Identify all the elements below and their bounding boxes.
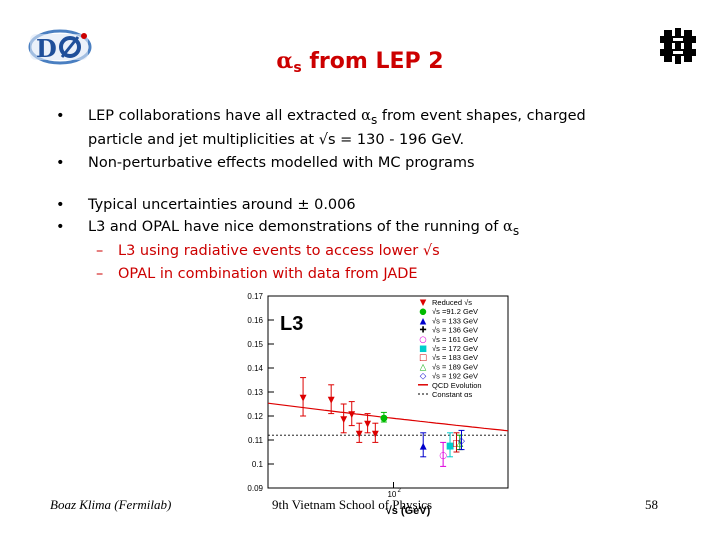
qcd-evolution-curve xyxy=(267,402,509,432)
x-axis-label: √s (GeV) xyxy=(386,505,431,517)
legend-marker-icon: △ xyxy=(420,362,427,372)
bullet-item: • L3 and OPAL have nice demonstrations o… xyxy=(56,219,520,238)
data-point: □ xyxy=(452,439,461,449)
y-tick-label: 0.13 xyxy=(247,388,263,397)
legend-marker-icon: ✚ xyxy=(419,326,426,336)
y-tick-label: 0.15 xyxy=(247,340,263,349)
legend-label: √s = 192 GeV xyxy=(432,372,478,381)
title-text: from LEP 2 xyxy=(301,49,444,74)
bullet-item: • LEP collaborations have all extracted … xyxy=(56,108,586,148)
y-tick-label: 0.12 xyxy=(247,412,263,421)
legend-label: QCD Evolution xyxy=(432,381,482,390)
bullet-dot-icon: • xyxy=(56,219,65,235)
y-tick-label: 0.14 xyxy=(247,364,263,373)
data-point: ○ xyxy=(439,451,447,461)
y-tick-label: 0.1 xyxy=(252,460,264,469)
title-subscript: s xyxy=(293,60,302,76)
y-tick-label: 0.11 xyxy=(248,436,264,445)
y-tick-label: 0.17 xyxy=(247,292,263,301)
bullet-list-1: • LEP collaborations have all extracted … xyxy=(56,106,676,173)
plot-frame xyxy=(267,295,509,489)
x-tick-exponent: 2 xyxy=(397,488,401,494)
footer-event: 9th Vietnam School of Physics xyxy=(272,497,433,512)
bullet-item: • Non-perturbative effects modelled with… xyxy=(56,154,475,171)
legend-label: √s = 161 GeV xyxy=(432,335,478,344)
legend-label: √s =91.2 GeV xyxy=(432,307,478,316)
legend-label: Constant αs xyxy=(432,390,472,399)
legend-marker-icon: ■ xyxy=(419,344,427,354)
legend-label: √s = 133 GeV xyxy=(432,316,478,325)
data-point: ▼ xyxy=(300,393,307,403)
legend-label: √s = 136 GeV xyxy=(432,326,478,335)
bullet-dot-icon: • xyxy=(56,154,65,171)
y-tick-label: 0.09 xyxy=(247,484,263,493)
chart-title: L3 xyxy=(280,313,303,335)
bullet-item: • Typical uncertainties around ± 0.006 xyxy=(56,197,356,213)
legend-marker-icon: ▲ xyxy=(420,316,427,326)
data-point: ▼ xyxy=(356,429,363,439)
legend-label: √s = 189 GeV xyxy=(432,362,478,371)
data-point: ▲ xyxy=(420,441,427,451)
legend-marker-icon: ◇ xyxy=(420,372,427,382)
sub-bullet-item: – OPAL in combination with data from JAD… xyxy=(96,266,418,282)
legend-marker-icon: ▼ xyxy=(420,298,427,308)
alphas-running-plot: 0.17 0.16 0.15 0.14 0.13 0.12 0.11 0.1 0.09 10 2 √s… xyxy=(247,292,509,517)
data-point: ▼ xyxy=(364,420,371,430)
legend-label: √s = 183 GeV xyxy=(432,353,478,362)
legend-label: Reduced √s xyxy=(432,298,472,307)
footer-page-number: 58 xyxy=(645,497,658,512)
d0-logo-icon: D xyxy=(28,29,92,65)
bullet-list-2: • Typical uncertainties around ± 0.006 •… xyxy=(56,195,676,241)
data-point: ▼ xyxy=(328,396,335,406)
slide-title: αs from LEP 2 xyxy=(0,48,720,76)
legend-marker-icon: ● xyxy=(419,307,426,317)
sub-bullet-item: – L3 using radiative events to access lo… xyxy=(96,243,440,259)
bullet-dot-icon: • xyxy=(56,197,65,213)
legend-marker-icon: □ xyxy=(419,353,427,363)
data-point: ◇ xyxy=(458,437,465,447)
data-point: ■ xyxy=(446,441,455,451)
svg-text:D: D xyxy=(36,34,57,63)
fermilab-logo-icon xyxy=(660,28,696,64)
footer-author: Boaz Klima (Fermilab) xyxy=(50,497,172,512)
x-tick-label: 10 xyxy=(387,490,396,499)
sub-bullet-list: – L3 using radiative events to access lo… xyxy=(96,240,656,286)
data-point: ▼ xyxy=(348,410,355,420)
legend-label: √s = 172 GeV xyxy=(432,344,478,353)
title-alpha: α xyxy=(276,48,294,74)
data-point: ▼ xyxy=(372,429,379,439)
data-point: △ xyxy=(456,439,463,449)
data-point: ▼ xyxy=(340,415,347,425)
bullet-dot-icon: • xyxy=(56,108,65,124)
legend-marker-icon: ○ xyxy=(419,335,426,345)
data-point: ● xyxy=(380,414,388,424)
y-tick-label: 0.16 xyxy=(247,316,263,325)
